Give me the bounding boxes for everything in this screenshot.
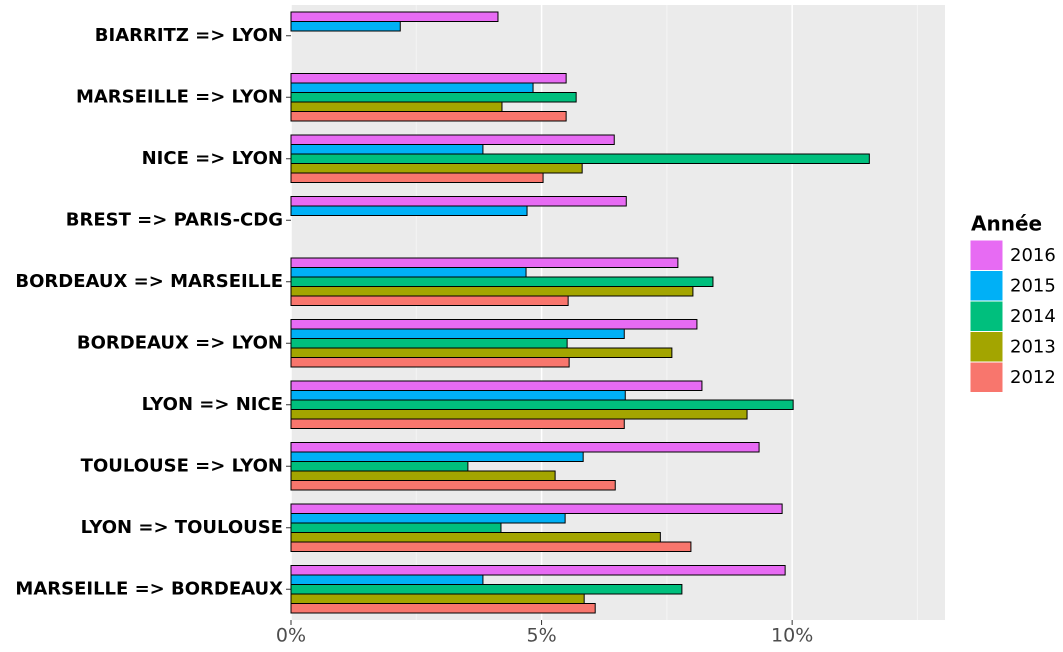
- legend-key: [969, 239, 1004, 271]
- bar: [290, 565, 786, 576]
- bar: [290, 409, 748, 420]
- y-tick-label: BIARRITZ => LYON: [95, 25, 283, 46]
- legend-key: [969, 361, 1004, 393]
- bar: [290, 295, 569, 306]
- bar: [290, 21, 401, 32]
- bar: [290, 172, 544, 183]
- y-tick-label: MARSEILLE => LYON: [76, 86, 283, 107]
- legend-title: Année: [971, 212, 1042, 236]
- bar: [290, 574, 484, 585]
- bar: [290, 257, 679, 268]
- bar: [290, 522, 502, 533]
- legend-label: 2014: [1010, 306, 1056, 327]
- bar: [290, 390, 626, 401]
- bar: [290, 603, 596, 614]
- bar: [290, 532, 661, 543]
- bar: [290, 267, 527, 278]
- bar: [290, 205, 528, 216]
- bar: [290, 399, 794, 410]
- y-tick-label: BORDEAUX => MARSEILLE: [15, 271, 283, 292]
- bar: [290, 380, 703, 391]
- bar: [290, 111, 567, 122]
- legend-label: 2016: [1010, 245, 1056, 266]
- x-tick-label: 5%: [526, 625, 556, 647]
- x-tick-label: 10%: [771, 625, 813, 647]
- bar: [290, 503, 783, 514]
- y-tick-label: BREST => PARIS-CDG: [66, 209, 283, 230]
- bar: [290, 319, 698, 330]
- y-tick-label: LYON => NICE: [142, 394, 283, 415]
- bar: [290, 442, 760, 453]
- x-tick-label: 0%: [276, 625, 306, 647]
- legend-key: [969, 300, 1004, 332]
- bar: [290, 513, 566, 524]
- legend-key: [969, 331, 1004, 363]
- bar: [290, 144, 484, 155]
- y-tick-label: NICE => LYON: [142, 148, 283, 169]
- bar: [290, 153, 870, 164]
- bar: [290, 163, 583, 174]
- y-tick-label: LYON => TOULOUSE: [81, 517, 283, 538]
- bar: [290, 357, 570, 368]
- bar: [290, 286, 694, 297]
- bar: [290, 92, 577, 103]
- y-tick-label: TOULOUSE => LYON: [81, 455, 283, 476]
- bar: [290, 541, 692, 552]
- bar: [290, 196, 627, 207]
- bar: [290, 11, 499, 22]
- bar: [290, 101, 503, 112]
- bar: [290, 347, 673, 358]
- bar: [290, 82, 534, 93]
- bar: [290, 593, 585, 604]
- y-tick-label: BORDEAUX => LYON: [77, 332, 283, 353]
- bar: [290, 461, 469, 472]
- bar: [290, 480, 616, 491]
- bar: [290, 451, 584, 462]
- bar: [290, 470, 556, 481]
- bar: [290, 328, 625, 339]
- bar: [290, 134, 615, 145]
- bar: [290, 584, 683, 595]
- legend-label: 2015: [1010, 276, 1056, 297]
- bar: [290, 338, 568, 349]
- legend-key: [969, 270, 1004, 302]
- legend-label: 2012: [1010, 367, 1056, 388]
- bar: [290, 418, 625, 429]
- bar: [290, 73, 567, 84]
- bar: [290, 276, 714, 287]
- legend-label: 2013: [1010, 337, 1056, 358]
- y-tick-label: MARSEILLE => BORDEAUX: [15, 578, 283, 599]
